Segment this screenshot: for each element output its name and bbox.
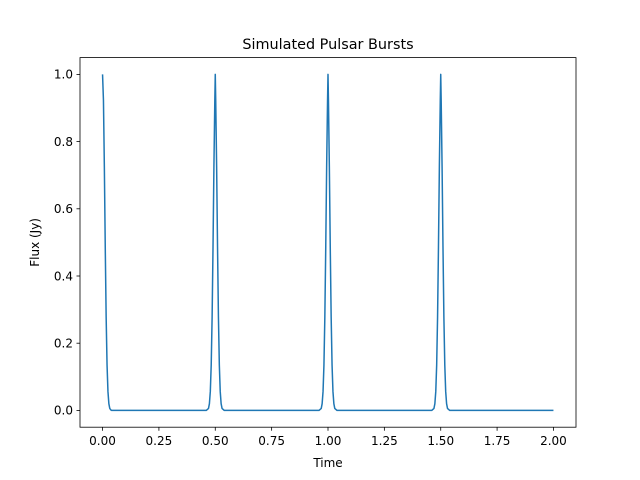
series-layer bbox=[101, 73, 554, 412]
x-tick-label: 1.25 bbox=[371, 434, 398, 448]
x-axis-label: Time bbox=[312, 456, 342, 470]
x-axis-ticks: 0.00 0.25 0.50 0.75 1.00 1.25 1.50 1.75 2.00 bbox=[89, 427, 567, 448]
series-line-0 bbox=[101, 73, 554, 412]
x-tick-label: 0.25 bbox=[146, 434, 173, 448]
y-axis-ticks: 0.0 0.2 0.4 0.6 0.8 1.0 bbox=[54, 68, 80, 418]
y-tick-label: 0.2 bbox=[54, 337, 73, 351]
y-tick-label: 0.0 bbox=[54, 404, 73, 418]
y-axis-label: Flux (Jy) bbox=[28, 218, 42, 267]
x-tick-label: 1.50 bbox=[427, 434, 454, 448]
x-tick-label: 0.50 bbox=[202, 434, 229, 448]
y-tick-label: 0.4 bbox=[54, 269, 73, 283]
y-tick-label: 0.6 bbox=[54, 202, 73, 216]
x-tick-label: 1.75 bbox=[484, 434, 511, 448]
y-tick-label: 0.8 bbox=[54, 135, 73, 149]
y-tick-label: 1.0 bbox=[54, 68, 73, 82]
x-tick-label: 1.00 bbox=[315, 434, 342, 448]
x-tick-label: 0.75 bbox=[258, 434, 285, 448]
x-tick-label: 2.00 bbox=[540, 434, 567, 448]
x-tick-label: 0.00 bbox=[89, 434, 116, 448]
chart-title: Simulated Pulsar Bursts bbox=[242, 37, 413, 53]
